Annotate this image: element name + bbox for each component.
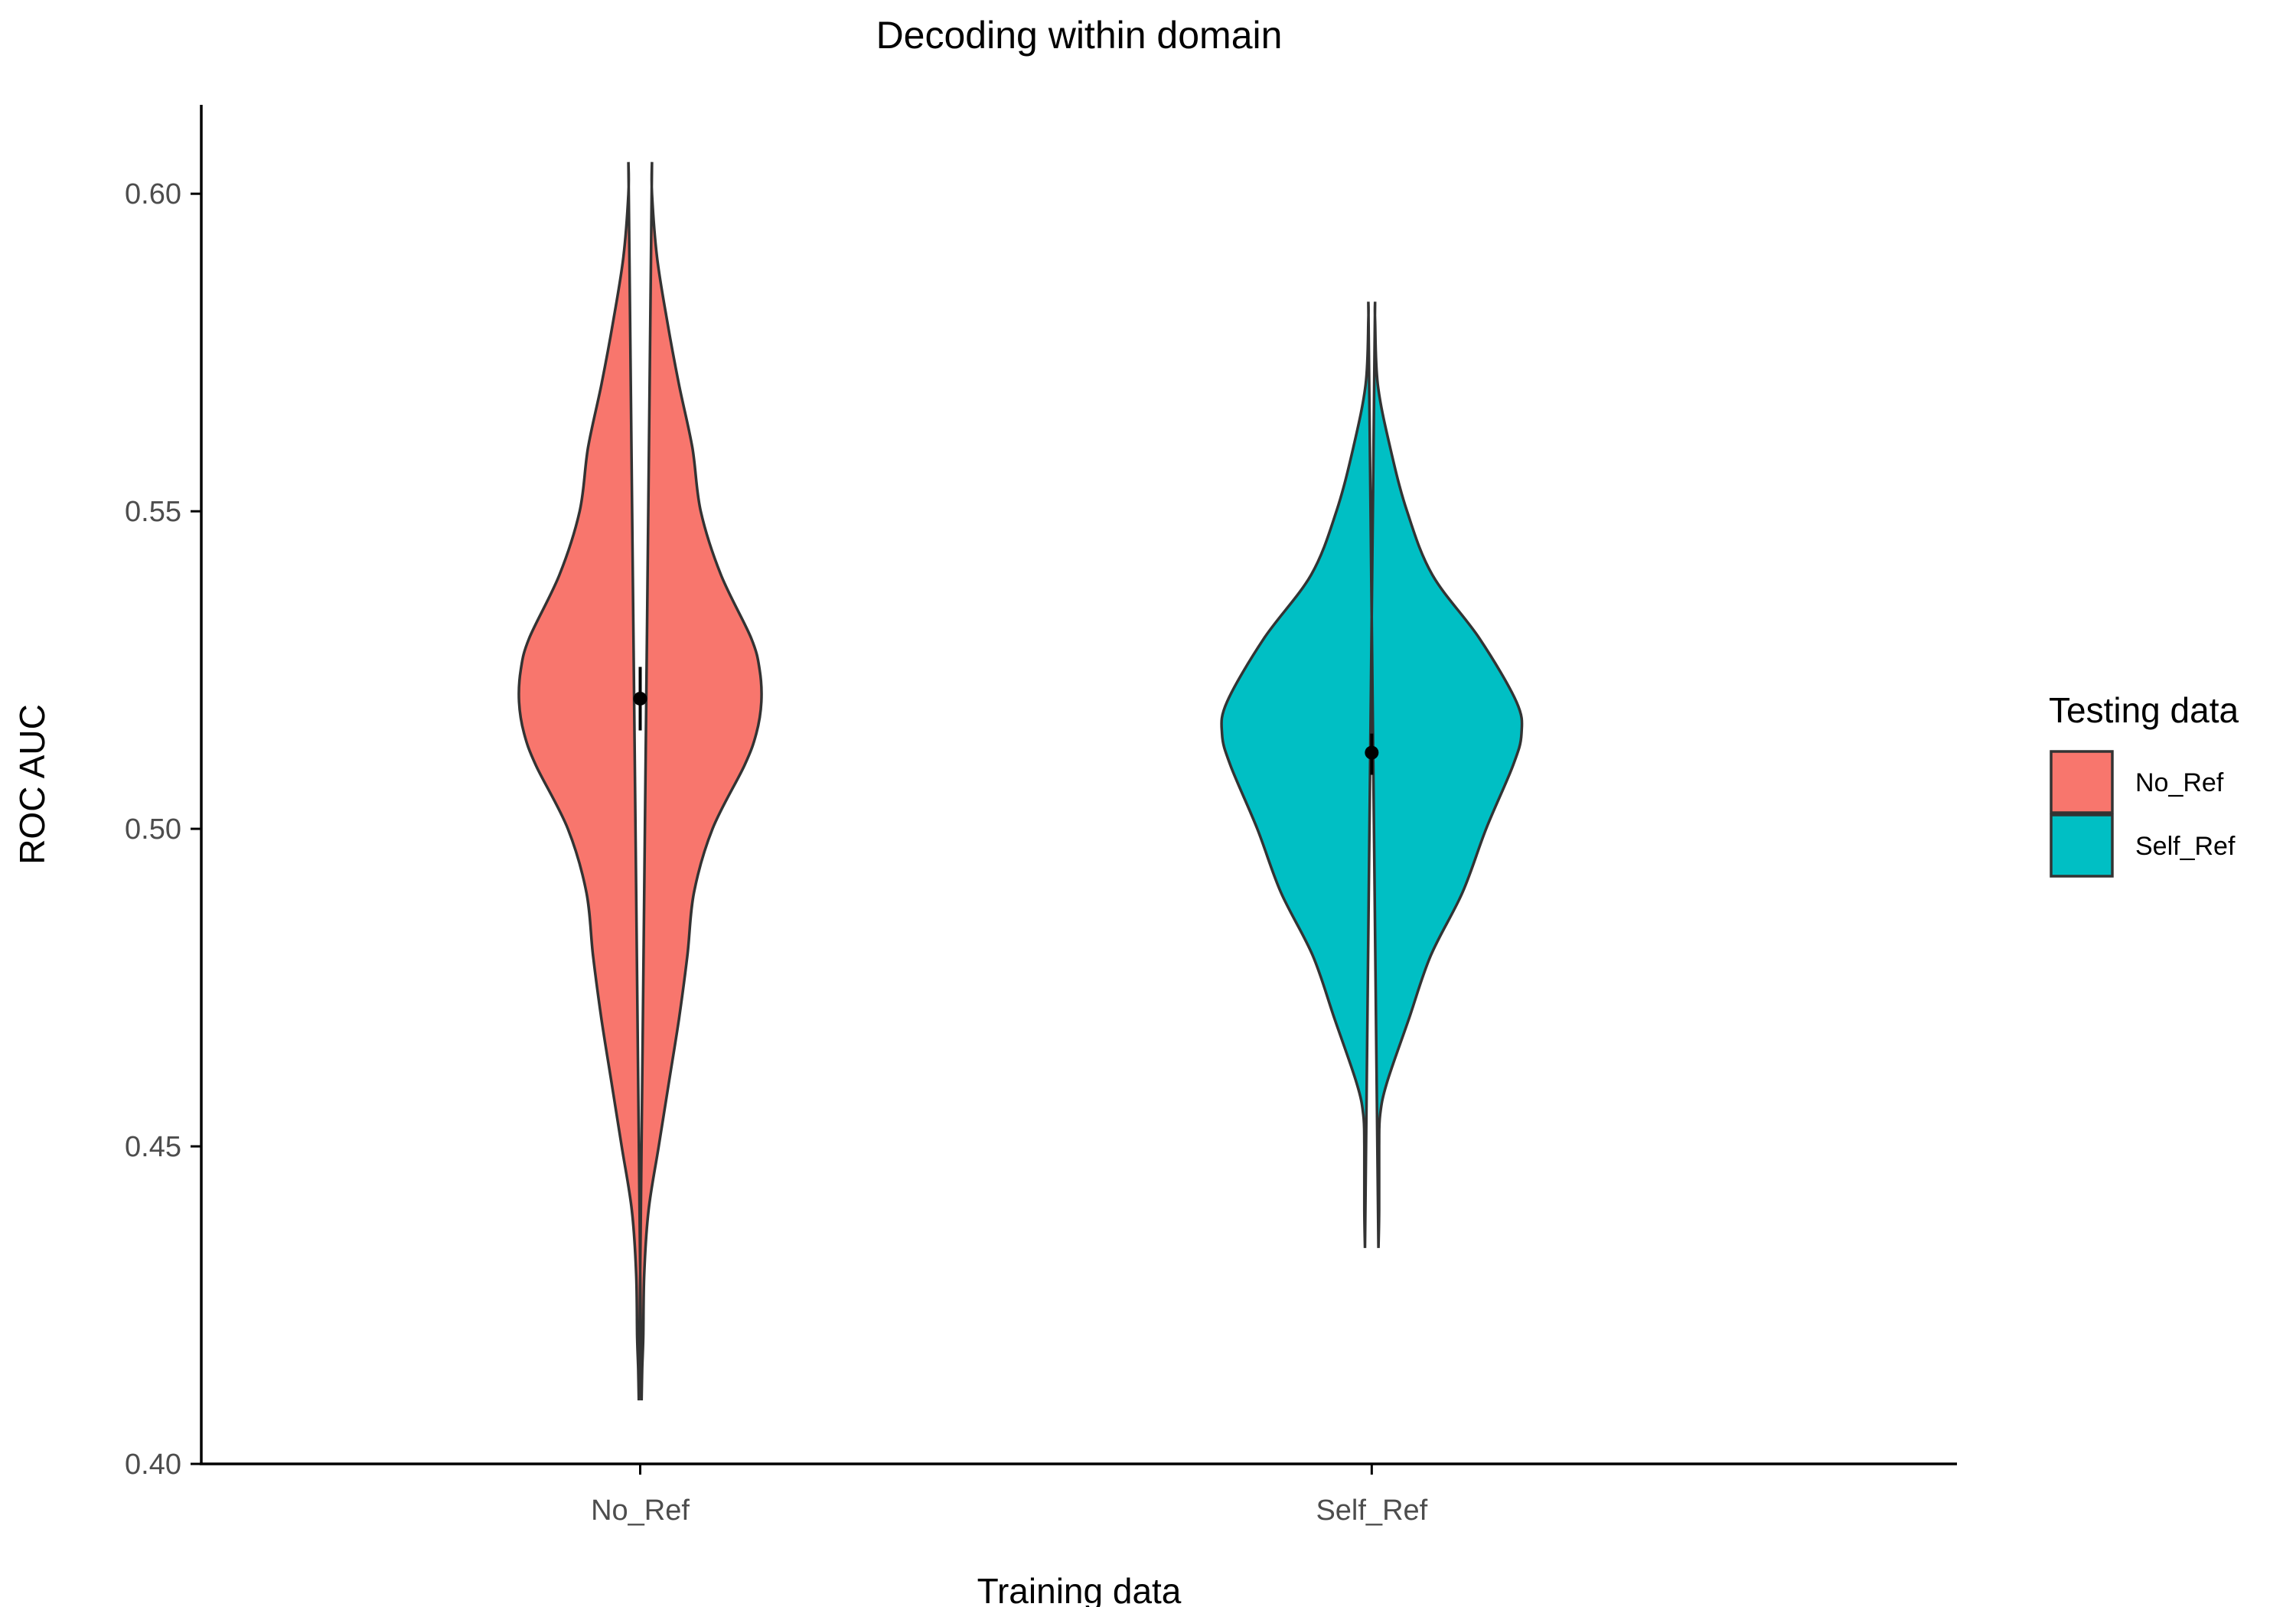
legend-label: Self_Ref: [2135, 832, 2236, 861]
legend-items: No_Ref Self_Ref: [2050, 750, 2236, 878]
violin-self-ref: [1220, 302, 1524, 1248]
legend-label: No_Ref: [2135, 768, 2224, 797]
legend-key-self-ref: [2050, 813, 2114, 878]
violin-layer: [517, 161, 1524, 1401]
x-tick-label: Self_Ref: [1316, 1495, 1427, 1527]
y-tick-label: 0.60: [125, 178, 181, 210]
x-axis-ticks: No_Ref Self_Ref: [591, 1464, 1428, 1527]
x-tick-label: No_Ref: [591, 1495, 690, 1527]
mean-point-self-ref: [1365, 745, 1379, 760]
y-tick-label: 0.50: [125, 813, 181, 846]
x-axis-title: Training data: [977, 1571, 1182, 1607]
y-tick-label: 0.40: [125, 1449, 181, 1481]
legend-key-no-ref: [2050, 750, 2114, 814]
mean-marker-layer: [633, 667, 1379, 775]
y-tick-label: 0.55: [125, 496, 181, 528]
mean-point-no-ref: [633, 691, 647, 706]
violin-no-ref: [517, 161, 763, 1401]
y-axis-ticks: 0.40 0.45 0.50 0.55 0.60: [125, 178, 201, 1481]
y-axis-title: ROC AUC: [12, 704, 52, 865]
legend: Testing data No_Ref Self_Ref: [2049, 690, 2239, 878]
chart-title: Decoding within domain: [876, 14, 1283, 57]
legend-title: Testing data: [2049, 690, 2239, 730]
y-tick-label: 0.45: [125, 1131, 181, 1163]
